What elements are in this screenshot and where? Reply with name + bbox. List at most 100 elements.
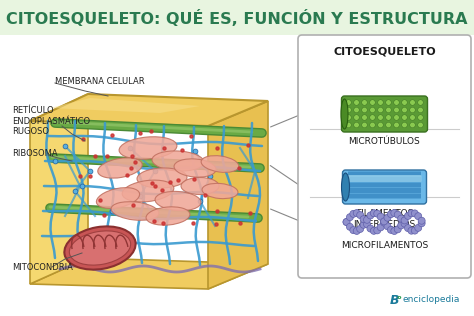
Ellipse shape xyxy=(378,115,383,120)
Ellipse shape xyxy=(386,100,391,105)
FancyBboxPatch shape xyxy=(348,172,421,177)
Ellipse shape xyxy=(377,224,384,231)
Polygon shape xyxy=(30,258,268,289)
Ellipse shape xyxy=(387,226,394,233)
Ellipse shape xyxy=(408,227,415,234)
FancyBboxPatch shape xyxy=(341,96,428,132)
Ellipse shape xyxy=(402,122,407,128)
Ellipse shape xyxy=(346,115,351,120)
Text: MICROFILAMENTOS: MICROFILAMENTOS xyxy=(341,241,428,250)
Ellipse shape xyxy=(401,217,408,224)
Ellipse shape xyxy=(346,214,354,221)
Ellipse shape xyxy=(354,100,359,105)
Ellipse shape xyxy=(96,188,140,208)
Ellipse shape xyxy=(360,216,367,223)
Polygon shape xyxy=(50,98,200,113)
Text: RIBOSOMA: RIBOSOMA xyxy=(12,149,58,159)
Ellipse shape xyxy=(152,151,204,171)
Ellipse shape xyxy=(370,210,377,217)
Ellipse shape xyxy=(343,218,350,226)
Ellipse shape xyxy=(201,156,239,172)
Ellipse shape xyxy=(356,211,364,219)
Ellipse shape xyxy=(386,115,391,120)
Polygon shape xyxy=(208,101,268,289)
Text: MICROTÚBULOS: MICROTÚBULOS xyxy=(348,137,420,146)
Ellipse shape xyxy=(341,99,348,129)
Ellipse shape xyxy=(364,216,371,223)
Text: ᵒ: ᵒ xyxy=(397,295,402,305)
Ellipse shape xyxy=(155,191,201,210)
Ellipse shape xyxy=(402,100,407,105)
Ellipse shape xyxy=(362,100,367,105)
Ellipse shape xyxy=(362,115,367,120)
Ellipse shape xyxy=(391,210,398,216)
Ellipse shape xyxy=(384,223,391,230)
Ellipse shape xyxy=(346,223,354,230)
Ellipse shape xyxy=(353,228,360,234)
Ellipse shape xyxy=(354,107,359,113)
Ellipse shape xyxy=(69,231,131,265)
FancyBboxPatch shape xyxy=(298,35,471,278)
Ellipse shape xyxy=(418,107,423,113)
Ellipse shape xyxy=(401,220,408,227)
Ellipse shape xyxy=(174,159,216,177)
Text: B: B xyxy=(390,294,400,307)
Ellipse shape xyxy=(350,227,357,234)
Ellipse shape xyxy=(398,222,405,229)
Ellipse shape xyxy=(370,122,375,128)
FancyBboxPatch shape xyxy=(348,183,421,187)
Polygon shape xyxy=(30,94,88,284)
Ellipse shape xyxy=(370,115,375,120)
Ellipse shape xyxy=(408,210,415,217)
Ellipse shape xyxy=(398,215,405,222)
Ellipse shape xyxy=(410,115,415,120)
Ellipse shape xyxy=(122,180,174,202)
Ellipse shape xyxy=(411,227,419,234)
Ellipse shape xyxy=(370,107,375,113)
Ellipse shape xyxy=(387,211,394,218)
Ellipse shape xyxy=(404,212,411,219)
Ellipse shape xyxy=(360,221,367,228)
Ellipse shape xyxy=(341,173,349,201)
Ellipse shape xyxy=(374,227,381,234)
Ellipse shape xyxy=(346,107,351,113)
Ellipse shape xyxy=(367,212,374,219)
Ellipse shape xyxy=(394,107,399,113)
Ellipse shape xyxy=(370,227,377,234)
Ellipse shape xyxy=(346,122,351,128)
Ellipse shape xyxy=(350,210,357,217)
Ellipse shape xyxy=(418,115,423,120)
Ellipse shape xyxy=(98,158,142,178)
Ellipse shape xyxy=(381,219,388,226)
Ellipse shape xyxy=(386,122,391,128)
Ellipse shape xyxy=(411,210,419,217)
Ellipse shape xyxy=(394,122,399,128)
Text: MEMBRANA CELULAR: MEMBRANA CELULAR xyxy=(55,77,145,87)
Ellipse shape xyxy=(370,100,375,105)
Ellipse shape xyxy=(346,100,351,105)
FancyBboxPatch shape xyxy=(347,175,421,182)
Ellipse shape xyxy=(343,218,350,226)
Ellipse shape xyxy=(111,202,159,220)
Ellipse shape xyxy=(394,115,399,120)
Ellipse shape xyxy=(410,122,415,128)
Ellipse shape xyxy=(402,107,407,113)
Ellipse shape xyxy=(356,225,364,233)
Ellipse shape xyxy=(404,225,411,232)
Ellipse shape xyxy=(386,107,391,113)
Ellipse shape xyxy=(418,220,425,227)
Text: FILAMENTOS
INTERMEDIOS: FILAMENTOS INTERMEDIOS xyxy=(354,209,416,229)
Ellipse shape xyxy=(394,211,401,218)
Ellipse shape xyxy=(378,122,383,128)
Ellipse shape xyxy=(394,100,399,105)
Ellipse shape xyxy=(119,137,177,159)
Ellipse shape xyxy=(146,207,190,225)
Text: MITOCONDRIA: MITOCONDRIA xyxy=(12,264,73,272)
Ellipse shape xyxy=(64,226,136,270)
Ellipse shape xyxy=(410,100,415,105)
Ellipse shape xyxy=(181,178,219,195)
Ellipse shape xyxy=(362,107,367,113)
FancyBboxPatch shape xyxy=(348,193,421,198)
Ellipse shape xyxy=(353,210,360,216)
Ellipse shape xyxy=(202,183,238,199)
